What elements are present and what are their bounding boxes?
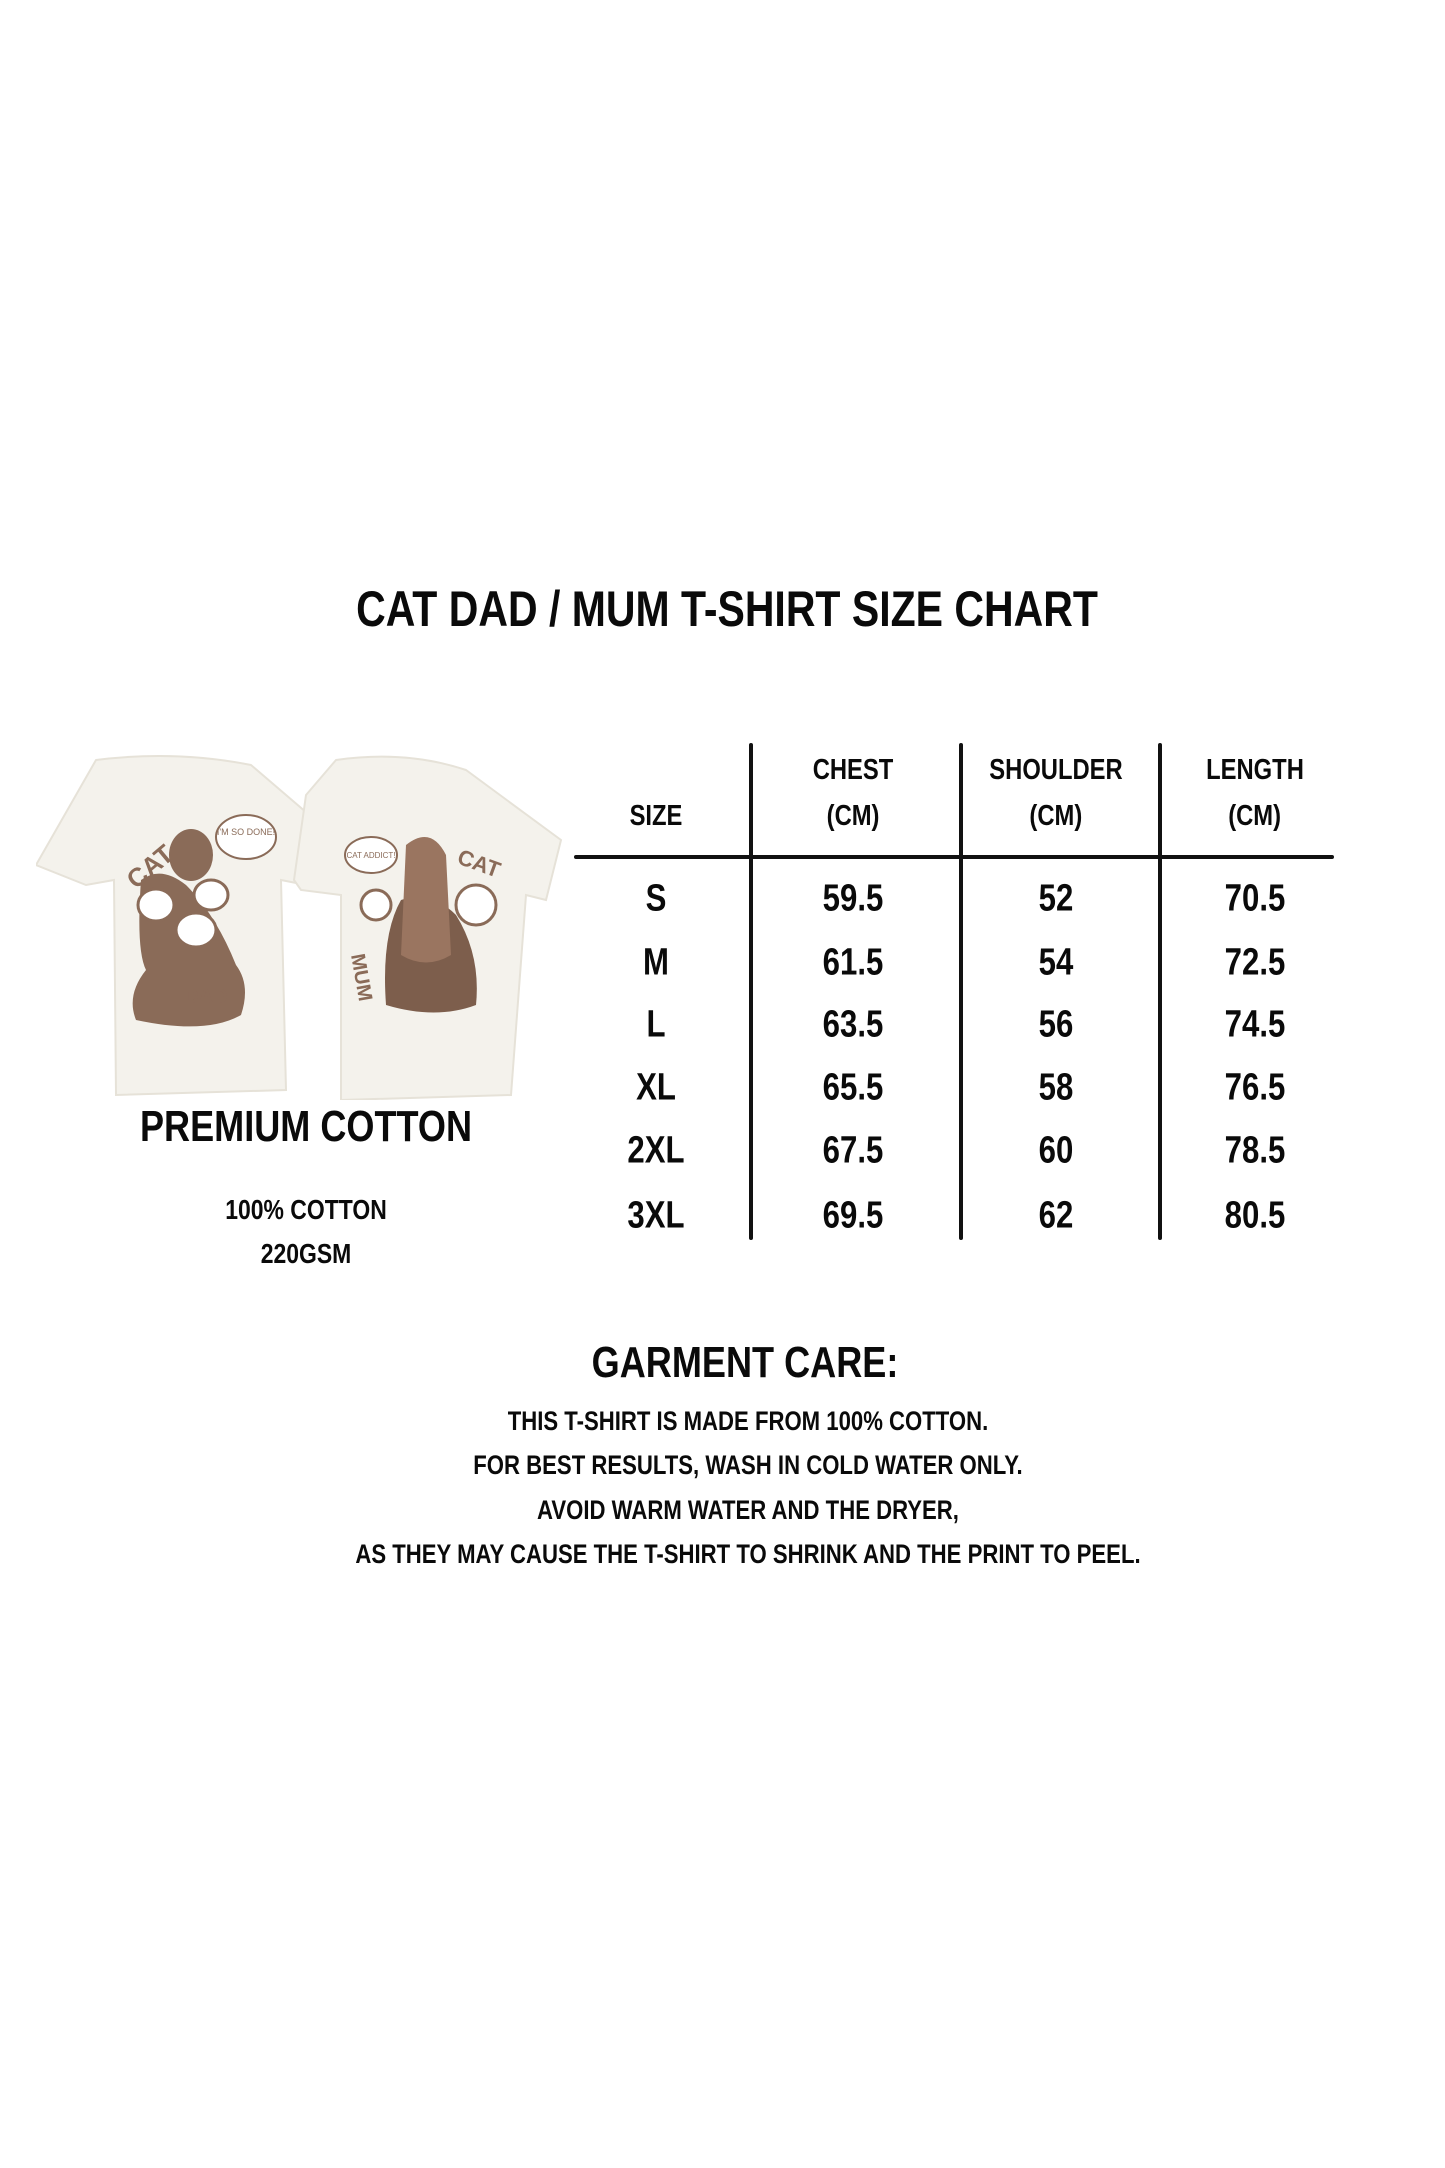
product-heading: PREMIUM COTTON [139, 1102, 473, 1151]
page-title: CAT DAD / MUM T-SHIRT SIZE CHART [356, 581, 1098, 637]
table-cell: 70.5 [1224, 877, 1286, 920]
care-instruction: AS THEY MAY CAUSE THE T-SHIRT TO SHRINK … [355, 1539, 1141, 1569]
svg-text:DAD: DAD [184, 986, 227, 1008]
column-header: LENGTH (CM) [1206, 754, 1304, 832]
column-divider [959, 743, 963, 1240]
table-cell: 76.5 [1224, 1066, 1286, 1109]
table-cell: 72.5 [1224, 941, 1286, 984]
column-header: SHOULDER (CM) [989, 754, 1123, 832]
spec-material: 100% COTTON [225, 1194, 387, 1225]
table-cell: 52 [1038, 877, 1074, 920]
table-cell: XL [636, 1066, 676, 1109]
care-instruction: FOR BEST RESULTS, WASH IN COLD WATER ONL… [473, 1450, 1023, 1480]
table-cell: 65.5 [822, 1066, 884, 1109]
spec-weight: 220GSM [260, 1238, 352, 1269]
table-cell: 78.5 [1224, 1129, 1286, 1172]
column-divider [1158, 743, 1162, 1240]
column-header: CHEST (CM) [812, 754, 894, 832]
table-cell: 74.5 [1224, 1003, 1286, 1046]
table-cell: 80.5 [1224, 1194, 1286, 1237]
care-instruction: THIS T-SHIRT IS MADE FROM 100% COTTON. [507, 1406, 989, 1436]
svg-text:I'M SO DONE!: I'M SO DONE! [217, 827, 275, 837]
column-divider [749, 743, 753, 1240]
table-cell: S [645, 877, 667, 920]
tshirt-illustration: I'M SO DONE! CAT DAD CAT ADDICT! CAT MUM [36, 755, 563, 1100]
cat-dad-shirt: I'M SO DONE! CAT DAD [36, 755, 323, 1097]
header-divider [574, 855, 1334, 859]
table-cell: 59.5 [822, 877, 884, 920]
table-cell: 54 [1038, 941, 1074, 984]
table-cell: 63.5 [822, 1003, 884, 1046]
cat-mum-shirt: CAT ADDICT! CAT MUM [292, 755, 563, 1100]
table-cell: 58 [1038, 1066, 1074, 1109]
table-cell: 67.5 [822, 1129, 884, 1172]
table-cell: 56 [1038, 1003, 1074, 1046]
table-cell: 61.5 [822, 941, 884, 984]
care-instruction: AVOID WARM WATER AND THE DRYER, [537, 1495, 959, 1525]
svg-text:CAT ADDICT!: CAT ADDICT! [346, 851, 395, 860]
table-cell: 3XL [627, 1194, 685, 1237]
table-cell: 60 [1038, 1129, 1074, 1172]
table-cell: 69.5 [822, 1194, 884, 1237]
table-cell: 62 [1038, 1194, 1074, 1237]
column-header: SIZE [629, 800, 683, 832]
garment-care-heading: GARMENT CARE: [591, 1338, 899, 1387]
table-cell: L [646, 1003, 666, 1046]
table-cell: 2XL [627, 1129, 685, 1172]
table-cell: M [643, 941, 669, 984]
